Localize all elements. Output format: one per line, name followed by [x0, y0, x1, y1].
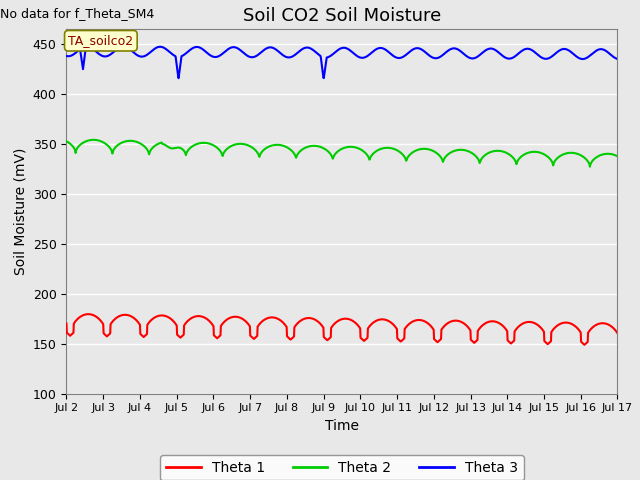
Y-axis label: Soil Moisture (mV): Soil Moisture (mV) [13, 148, 28, 275]
Legend: Theta 1, Theta 2, Theta 3: Theta 1, Theta 2, Theta 3 [161, 455, 524, 480]
Title: Soil CO2 Soil Moisture: Soil CO2 Soil Moisture [243, 7, 441, 25]
Text: No data for f_Theta_SM4: No data for f_Theta_SM4 [1, 7, 155, 21]
Text: TA_soilco2: TA_soilco2 [68, 34, 133, 47]
X-axis label: Time: Time [325, 419, 359, 433]
